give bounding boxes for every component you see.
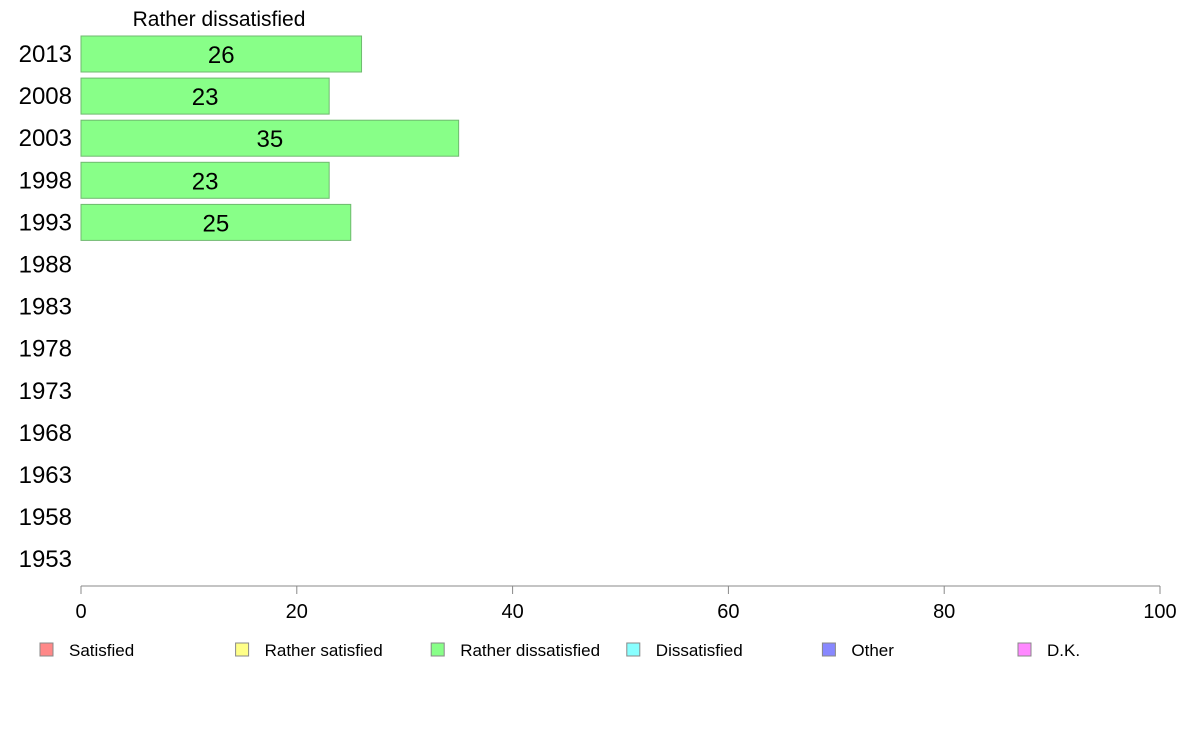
x-tick-label: 0 (75, 601, 86, 623)
y-tick-label: 2008 (19, 83, 72, 110)
y-tick-label: 1968 (19, 420, 72, 447)
bar (80, 77, 330, 115)
legend-swatch (39, 642, 54, 657)
bar (80, 35, 363, 73)
bar-value-label: 25 (203, 210, 230, 237)
y-tick-label: 1958 (19, 504, 72, 531)
y-tick-label: 1963 (19, 462, 72, 489)
legend-label: D.K. (1047, 641, 1080, 660)
y-tick-label: 1998 (19, 167, 72, 194)
bar (80, 203, 352, 241)
legend-label: Dissatisfied (656, 641, 743, 660)
y-tick-label: 2003 (19, 125, 72, 152)
y-tick-label: 1988 (19, 252, 72, 279)
y-tick-label: 1953 (19, 546, 72, 573)
bar-value-label: 26 (208, 42, 235, 69)
legend-swatch (430, 642, 445, 657)
y-tick-label: 1978 (19, 336, 72, 363)
bar (80, 119, 460, 157)
y-tick-label: 1983 (19, 294, 72, 321)
y-tick-label: 1973 (19, 378, 72, 405)
legend-label: Rather dissatisfied (460, 641, 600, 660)
bar-value-label: 23 (192, 84, 219, 111)
legend-label: Rather satisfied (265, 641, 383, 660)
legend-label: Satisfied (69, 641, 134, 660)
bar (80, 161, 330, 199)
legend-swatch (626, 642, 641, 657)
x-tick-label: 40 (501, 601, 523, 623)
y-tick-label: 1993 (19, 209, 72, 236)
legend-swatch (1017, 642, 1032, 657)
chart-title: Rather dissatisfied (133, 8, 306, 31)
y-axis-labels: 2013 2008 2003 1998 1993 1988 1983 1978 1973 1968… (19, 41, 72, 573)
x-tick-label: 100 (1143, 601, 1176, 623)
legend-swatch (235, 642, 250, 657)
legend: Satisfied Rather satisfied Rather dissatis… (39, 641, 1080, 660)
x-tick-label: 20 (286, 601, 308, 623)
x-axis: 0 20 40 60 80 100 (75, 585, 1177, 623)
legend-swatch (821, 642, 836, 657)
x-tick-label: 80 (933, 601, 955, 623)
bar-value-label: 35 (256, 126, 283, 153)
legend-label: Other (851, 641, 894, 660)
bar-value-label: 23 (192, 168, 219, 195)
x-tick-label: 60 (717, 601, 739, 623)
bars: 26 23 35 23 25 (80, 35, 460, 241)
y-tick-label: 2013 (19, 41, 72, 68)
